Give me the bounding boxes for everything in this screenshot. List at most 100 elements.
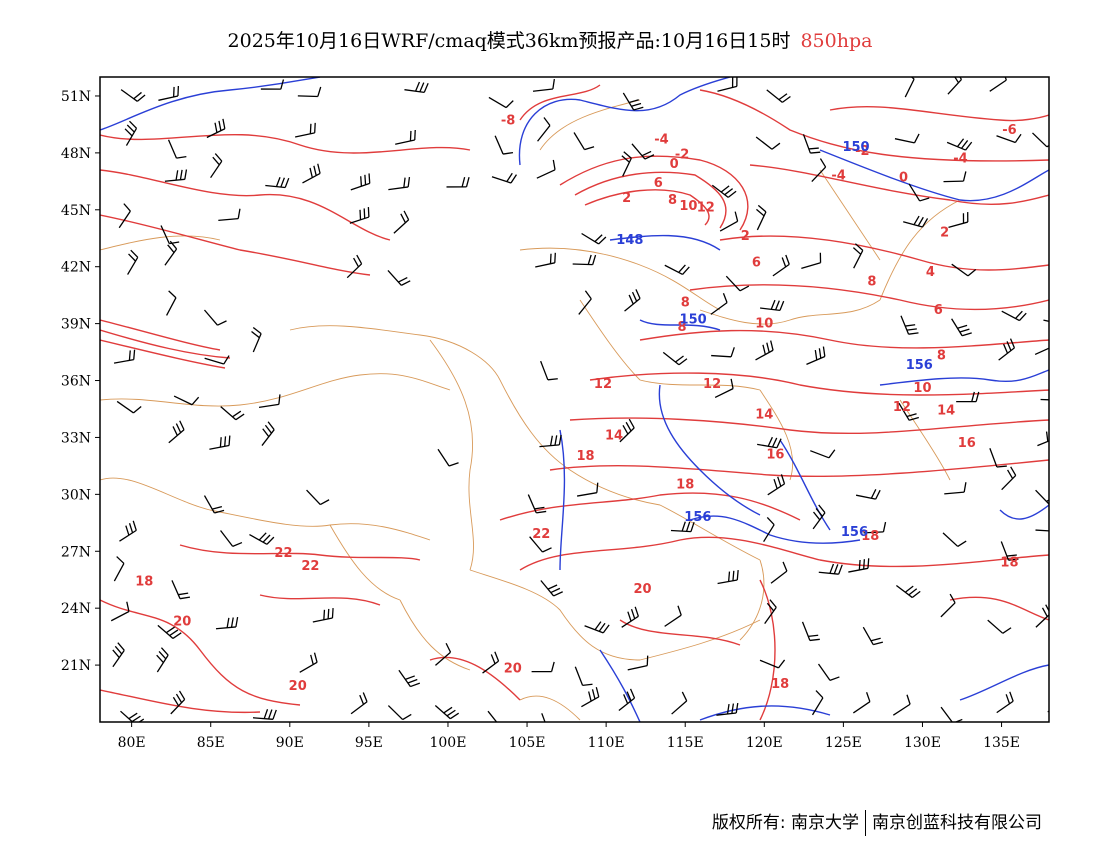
- wind-barb: [812, 504, 826, 530]
- wind-barb: [621, 606, 639, 628]
- temperature-contour-line: [719, 235, 1049, 271]
- temperature-contour-line: [689, 284, 1049, 311]
- wind-barb: [527, 494, 547, 514]
- title-main: 2025年10月16日WRF/cmaq模式36km预报产品:10月16日15时: [227, 30, 791, 52]
- wind-barb: [387, 705, 412, 721]
- temperature-contour-label: 20: [633, 582, 651, 597]
- wind-barb: [1040, 398, 1049, 401]
- wind-barb: [203, 309, 227, 326]
- temperature-contour-line: [429, 656, 521, 701]
- lon-tick-label: 135E: [983, 735, 1020, 751]
- wind-barb: [892, 694, 911, 716]
- wind-barb: [670, 521, 695, 533]
- temperature-contour-line: [949, 596, 1049, 621]
- wind-barb: [398, 669, 421, 688]
- wind-barb: [951, 318, 972, 337]
- height-contour-line: [699, 705, 831, 721]
- wind-barb: [810, 449, 836, 459]
- lat-tick-label: 42N: [61, 260, 91, 276]
- wind-barb: [947, 77, 963, 95]
- wind-barb: [535, 252, 556, 268]
- wind-barb: [494, 135, 514, 155]
- height-contour-label: 156: [841, 525, 868, 540]
- temperature-contour-label: 14: [605, 428, 623, 443]
- wind-barb: [258, 394, 281, 409]
- boundary-line: [519, 247, 721, 311]
- wind-barb: [1032, 132, 1049, 148]
- wind-barb: [170, 690, 186, 715]
- temperature-contour-label: -4: [953, 151, 967, 166]
- temperature-contour-label: 4: [926, 265, 935, 280]
- height-contour-line: [559, 429, 566, 571]
- wind-barb: [297, 86, 322, 98]
- temperature-contour-label: 14: [755, 407, 773, 422]
- wind-barb: [1035, 489, 1049, 506]
- wind-barb: [943, 171, 967, 183]
- wind-barb: [206, 118, 226, 139]
- height-contour-line: [999, 504, 1049, 520]
- boundary-line: [899, 399, 951, 481]
- temperature-contour-label: 18: [676, 478, 694, 493]
- lon-tick-label: 80E: [118, 735, 146, 751]
- height-contour-line: [658, 384, 761, 516]
- boundary-line: [759, 389, 794, 481]
- wind-barb: [863, 521, 887, 534]
- wind-barb: [756, 204, 767, 231]
- wind-barb: [388, 176, 411, 191]
- height-contour-line: [599, 649, 641, 722]
- wind-barb: [755, 136, 781, 150]
- latitude-axis: 51N 48N 45N 42N 39N 36N 33N 30N 27N 24N 21N: [61, 89, 100, 674]
- wind-barb: [249, 532, 275, 545]
- wind-barb: [171, 580, 191, 600]
- lat-tick-label: 51N: [61, 89, 91, 105]
- wind-barb: [904, 77, 915, 98]
- height-contour-label: 156: [906, 358, 933, 373]
- lon-tick-label: 105E: [509, 735, 546, 751]
- wind-barb: [671, 691, 688, 715]
- wind-barb: [487, 710, 498, 722]
- lon-tick-label: 120E: [746, 735, 783, 751]
- height-contour-line: [779, 439, 831, 531]
- temperature-contour-label: 8: [937, 349, 946, 364]
- wind-barb: [763, 516, 775, 543]
- temperature-contour-label: 0: [899, 170, 908, 185]
- wind-barb: [573, 132, 595, 151]
- wind-barb: [619, 418, 635, 443]
- wind-barb: [1035, 604, 1049, 628]
- wind-barb: [1043, 319, 1049, 322]
- wind-barb: [716, 702, 739, 716]
- wind-barb: [265, 177, 290, 189]
- wind-barb: [622, 92, 644, 111]
- wind-barb: [164, 240, 178, 266]
- temperature-contour-label: 22: [301, 559, 319, 574]
- wind-barbs: [110, 77, 1049, 722]
- temperature-contour-label: 16: [958, 436, 976, 451]
- wind-barb: [204, 355, 230, 365]
- height-contour-label: 156: [684, 510, 711, 525]
- wind-barb: [168, 420, 185, 444]
- wind-barb: [220, 530, 243, 547]
- wind-barb: [536, 159, 556, 179]
- height-contour-line: [639, 319, 721, 331]
- temperature-contour-label: 6: [934, 303, 943, 318]
- height-contour-line: [100, 77, 321, 131]
- temperature-contour-label: 2: [622, 191, 631, 206]
- height-contour-line: [819, 149, 1049, 202]
- wind-barb: [251, 326, 262, 353]
- wind-barb: [852, 243, 864, 269]
- province-boundaries: [100, 99, 961, 721]
- temperature-contour-line: [179, 544, 421, 561]
- lon-tick-label: 95E: [355, 735, 383, 751]
- lon-tick-label: 130E: [904, 735, 941, 751]
- temperature-contour-label: 12: [893, 400, 911, 415]
- wind-barb: [1001, 310, 1027, 322]
- wind-barb: [537, 117, 551, 142]
- wind-barb: [998, 338, 1016, 361]
- wind-barb: [482, 651, 500, 674]
- lon-tick-label: 110E: [588, 735, 625, 751]
- temperature-contour-label: 22: [274, 546, 292, 561]
- temperature-contour-label: 22: [532, 527, 550, 542]
- wind-barb: [900, 315, 919, 335]
- wind-barb: [167, 139, 187, 159]
